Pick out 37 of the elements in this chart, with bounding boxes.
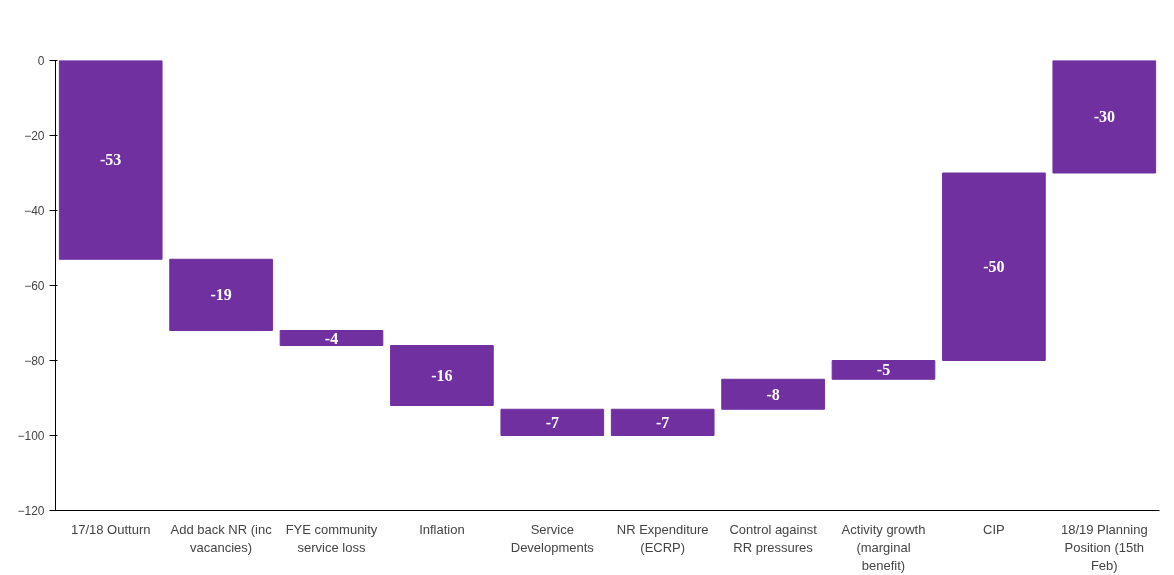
x-tick-label: NR Expenditure (ECRP) <box>616 521 709 555</box>
x-tick-label: Add back NR (inc vacancies) <box>170 521 273 555</box>
bar <box>58 60 163 260</box>
y-tick-label: −60 <box>24 279 45 293</box>
bar <box>390 345 494 406</box>
bar <box>279 330 384 346</box>
y-tick-label: −40 <box>24 204 45 218</box>
data-label: -53 <box>100 151 122 169</box>
x-tick-label: FYE community service loss <box>285 521 378 555</box>
data-label: -7 <box>656 413 670 431</box>
y-tick-label: −100 <box>17 429 45 443</box>
x-tick-label: Inflation <box>419 521 465 537</box>
x-tick-label: 17/18 Outturn <box>70 521 151 537</box>
data-label: -30 <box>1093 108 1115 126</box>
x-tick-label: Activity growth (marginal benefit) <box>841 521 926 573</box>
bar <box>1052 60 1157 174</box>
bar <box>500 408 605 436</box>
x-tick-label: Service Developments <box>510 521 595 555</box>
y-tick-label: 0 <box>37 54 45 68</box>
x-tick-label: Control against RR pressures <box>729 521 818 555</box>
bar <box>831 360 936 380</box>
data-label: -7 <box>545 413 559 431</box>
data-label: -4 <box>324 329 339 347</box>
data-label: -5 <box>876 361 891 379</box>
data-label: -16 <box>431 367 453 384</box>
y-tick-label: −120 <box>17 504 45 518</box>
data-label: -8 <box>766 385 780 403</box>
bar <box>721 378 825 410</box>
bar <box>169 258 273 331</box>
x-tick-label: CIP <box>983 521 1005 537</box>
bar <box>610 408 715 436</box>
data-label: -50 <box>983 258 1005 276</box>
y-tick-label: −80 <box>24 354 45 368</box>
x-tick-label: 18/19 Planning Position (15th Feb) <box>1060 521 1148 573</box>
bar <box>942 172 1046 361</box>
data-label: -19 <box>210 286 232 304</box>
y-tick-label: −20 <box>24 129 45 143</box>
